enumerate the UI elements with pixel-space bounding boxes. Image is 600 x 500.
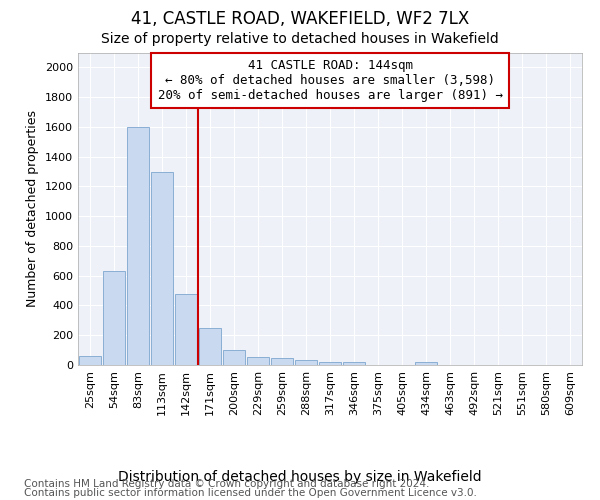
- Bar: [247, 357, 269, 365]
- Bar: [271, 358, 293, 365]
- Text: Size of property relative to detached houses in Wakefield: Size of property relative to detached ho…: [101, 32, 499, 46]
- Text: Distribution of detached houses by size in Wakefield: Distribution of detached houses by size …: [118, 470, 482, 484]
- Bar: [343, 362, 365, 365]
- Bar: [295, 360, 317, 365]
- Bar: [79, 356, 101, 365]
- Text: 41, CASTLE ROAD, WAKEFIELD, WF2 7LX: 41, CASTLE ROAD, WAKEFIELD, WF2 7LX: [131, 10, 469, 28]
- Text: Contains HM Land Registry data © Crown copyright and database right 2024.: Contains HM Land Registry data © Crown c…: [24, 479, 430, 489]
- Bar: [319, 362, 341, 365]
- Bar: [223, 350, 245, 365]
- Bar: [151, 172, 173, 365]
- Bar: [199, 328, 221, 365]
- Bar: [127, 127, 149, 365]
- Text: 41 CASTLE ROAD: 144sqm
← 80% of detached houses are smaller (3,598)
20% of semi-: 41 CASTLE ROAD: 144sqm ← 80% of detached…: [157, 58, 503, 102]
- Bar: [103, 271, 125, 365]
- Y-axis label: Number of detached properties: Number of detached properties: [26, 110, 40, 307]
- Text: Contains public sector information licensed under the Open Government Licence v3: Contains public sector information licen…: [24, 488, 477, 498]
- Bar: [175, 294, 197, 365]
- Bar: [415, 362, 437, 365]
